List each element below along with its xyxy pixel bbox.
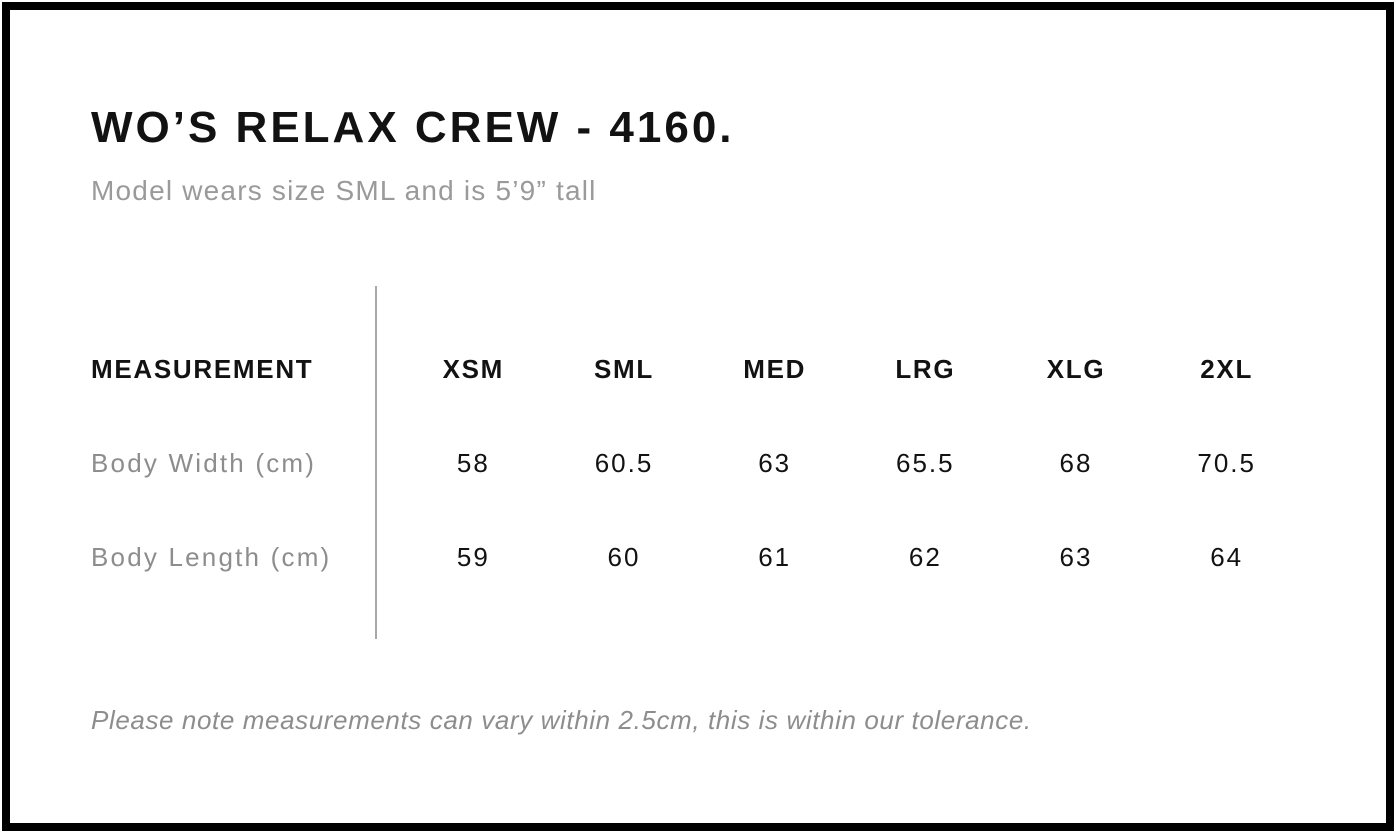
body-length-value-2xl: 64: [1210, 542, 1244, 572]
body-length-value-sml: 60: [607, 542, 641, 572]
body-width-value-sml: 60.5: [594, 448, 654, 478]
body-length-value-lrg: 62: [908, 542, 942, 572]
body-width-value-xlg: 68: [1059, 448, 1093, 478]
body-width-value-2xl: 70.5: [1197, 448, 1256, 478]
size-column-header-2xl: 2XL: [1200, 354, 1254, 384]
table-column-divider: [375, 286, 377, 639]
body-length-value-med: 61: [758, 542, 792, 572]
row-label-body-width: Body Width (cm): [91, 448, 317, 478]
model-size-note: Model wears size SML and is 5’9” tall: [91, 175, 597, 206]
row-label-body-length: Body Length (cm): [91, 542, 332, 572]
size-column-header-xsm: XSM: [442, 354, 505, 384]
size-column-header-sml: SML: [594, 354, 654, 384]
size-column-header-xlg: XLG: [1046, 354, 1106, 384]
body-width-value-xsm: 58: [456, 448, 490, 478]
size-column-header-lrg: LRG: [895, 354, 956, 384]
body-length-value-xsm: 59: [456, 542, 490, 572]
size-chart-table: MEASUREMENT XSM SML MED LRG XLG 2XL Body…: [88, 322, 1302, 604]
body-width-value-lrg: 65.5: [896, 448, 955, 478]
product-title: WO’S RELAX CREW - 4160.: [91, 103, 735, 152]
size-column-header-med: MED: [743, 354, 807, 384]
body-length-value-xlg: 63: [1059, 542, 1093, 572]
body-width-value-med: 63: [758, 448, 792, 478]
tolerance-note: Please note measurements can vary within…: [91, 705, 1032, 735]
measurement-column-header: MEASUREMENT: [91, 354, 314, 384]
